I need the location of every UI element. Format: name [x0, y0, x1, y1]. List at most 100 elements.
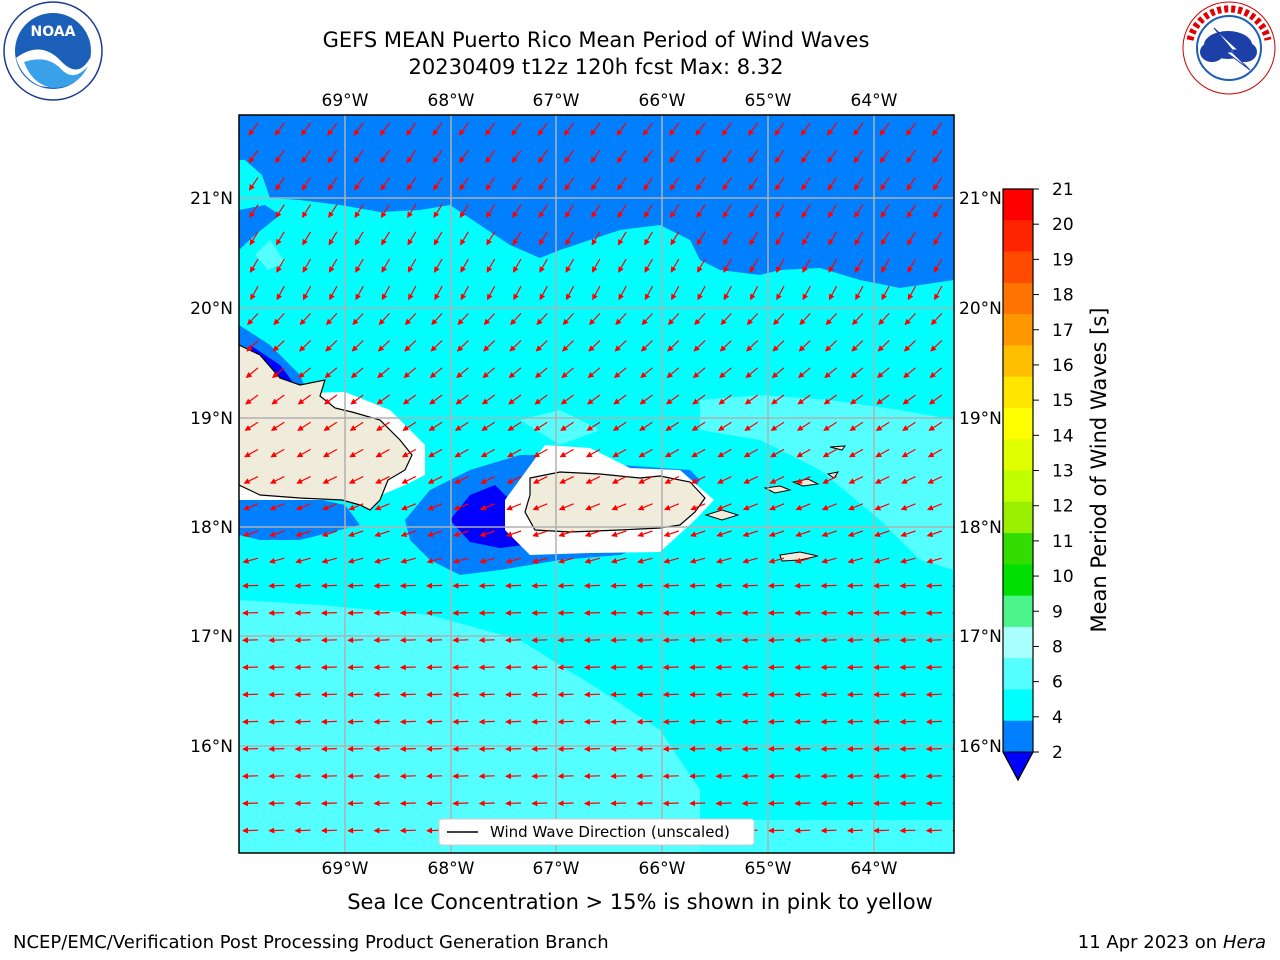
wind-arrow [794, 718, 811, 725]
wind-arrow [874, 530, 890, 538]
wind-arrow [505, 773, 522, 780]
lon-label: 68°W [428, 859, 475, 879]
wind-arrow [478, 609, 495, 616]
wind-arrow [642, 122, 653, 136]
wind-arrow [741, 773, 758, 780]
lon-label: 67°W [533, 91, 580, 111]
colorbar: 21 20 19 18 17 16 15 14 13 12 11 10 9 8 6 4 2 [1002, 180, 1074, 782]
lon-label: 66°W [639, 859, 686, 879]
wind-arrow [453, 530, 469, 538]
wind-arrow [662, 637, 679, 644]
wind-arrow [511, 149, 522, 164]
wind-arrow [802, 258, 811, 273]
wind-arrow [932, 177, 943, 191]
lon-label: 65°W [745, 91, 792, 111]
wind-arrow [377, 340, 390, 352]
wind-arrow [641, 312, 653, 326]
wind-arrow [531, 637, 548, 644]
wind-arrow [691, 448, 706, 458]
wind-arrow [768, 718, 785, 725]
wind-arrow [746, 340, 759, 352]
colorbar-extend-triangle [1002, 751, 1034, 782]
wind-arrow [247, 312, 259, 326]
wind-arrow [505, 557, 522, 564]
wind-arrow [478, 582, 495, 589]
wind-arrow [873, 800, 890, 807]
wind-arrow [721, 122, 732, 136]
wind-arrow [719, 340, 732, 352]
wind-arrow [592, 285, 601, 301]
noaa-logo-icon: NOAA [3, 1, 103, 101]
wind-arrow [715, 691, 732, 698]
wind-arrow [350, 394, 364, 405]
wind-arrow [485, 149, 496, 164]
wind-arrow [479, 557, 495, 564]
wind-arrow [741, 664, 758, 671]
wind-arrow [636, 745, 653, 752]
lat-label: 16°N [190, 737, 233, 757]
colorbar-segment [1003, 376, 1033, 409]
wind-arrow [323, 421, 338, 431]
wind-arrow [329, 285, 338, 301]
wind-arrow [899, 718, 916, 725]
lat-label: 20°N [959, 299, 1002, 319]
wind-arrow [719, 367, 732, 379]
wind-arrow [246, 340, 259, 352]
wind-arrow [242, 637, 259, 644]
wind-arrow [689, 557, 706, 564]
wind-arrow [820, 582, 837, 589]
wind-arrow [636, 664, 653, 671]
wind-arrow [590, 149, 601, 164]
wind-arrow [535, 340, 548, 352]
wind-arrow [347, 609, 364, 616]
wind-arrow [538, 177, 548, 191]
wind-arrow [505, 582, 522, 589]
wind-arrow [822, 448, 837, 458]
wind-arrow [801, 149, 811, 164]
wind-arrow [399, 637, 416, 644]
wind-arrow [828, 285, 838, 301]
wind-arrow [770, 421, 785, 431]
wind-arrow [880, 177, 890, 191]
wind-arrow [507, 421, 522, 431]
wind-arrow [925, 773, 942, 780]
wind-arrow [347, 718, 364, 725]
wind-arrow [770, 448, 785, 458]
colorbar-tick-label: 9 [1052, 602, 1063, 622]
wind-arrow [952, 557, 954, 564]
wind-arrow [722, 177, 732, 191]
wind-arrow [459, 177, 469, 191]
wind-arrow [434, 258, 443, 273]
colorbar-tick-label: 20 [1052, 215, 1074, 235]
wind-arrow [955, 449, 968, 456]
wind-arrow [800, 122, 811, 136]
wind-arrow [873, 664, 890, 671]
wind-arrow [689, 718, 706, 725]
wind-arrow [873, 827, 890, 834]
wind-arrow [249, 204, 259, 219]
sea-ice-note: Sea Ice Concentration > 15% is shown in … [347, 890, 933, 914]
wind-arrow [643, 177, 653, 191]
wind-arrow [848, 476, 864, 484]
wind-arrow [961, 259, 969, 272]
wind-arrow [433, 177, 443, 191]
wind-arrow [720, 312, 732, 326]
wind-arrow [512, 231, 522, 246]
wind-arrow [320, 773, 337, 780]
wind-arrow [432, 122, 443, 136]
wind-arrow [426, 637, 443, 644]
wind-arrow [434, 285, 443, 301]
wind-arrow [794, 827, 811, 834]
wind-arrow [320, 827, 337, 834]
wind-arrow [426, 691, 443, 698]
wind-arrow [636, 800, 653, 807]
wind-arrow [689, 530, 706, 538]
wind-arrow [373, 773, 390, 780]
wind-arrow [583, 609, 600, 616]
wind-arrow [696, 177, 706, 191]
wind-arrow [324, 367, 338, 379]
wind-arrow [741, 745, 758, 752]
wind-arrow [268, 745, 285, 752]
wind-arrow [821, 557, 837, 564]
wind-arrow [373, 745, 390, 752]
